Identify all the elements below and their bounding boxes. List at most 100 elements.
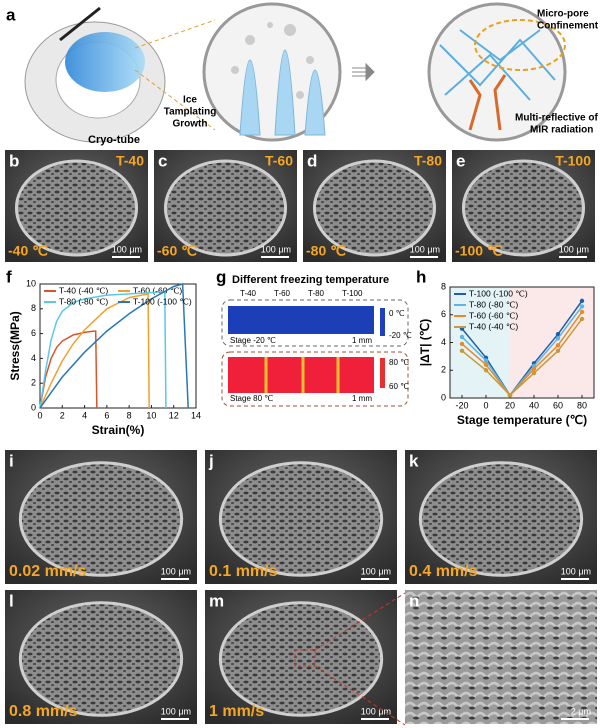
point: [507, 393, 513, 398]
panel-label: k: [409, 451, 419, 470]
sem-cross-section: [18, 461, 184, 577]
schematic-label: Confinement: [537, 21, 599, 32]
x-tick-label: 80: [577, 400, 587, 410]
y-tick-label: 8: [441, 281, 446, 291]
x-tick-label: 0: [483, 400, 488, 410]
point: [459, 341, 465, 347]
sample-label: T-60: [274, 289, 291, 298]
thermal-image: [228, 306, 374, 334]
series-line: [461, 300, 583, 397]
panel-label: i: [9, 451, 14, 470]
point: [579, 316, 585, 322]
y-tick-label: 4: [31, 353, 36, 363]
scale-label: 100 μm: [161, 706, 191, 716]
series-line: [39, 293, 150, 409]
schematic-label: MIR radiation: [530, 125, 593, 136]
thermal-label: Stage 80 ℃: [230, 394, 273, 403]
series-line: [39, 290, 167, 409]
sem-cross-section: [461, 159, 586, 257]
panel-label: c: [158, 151, 167, 170]
point: [555, 336, 561, 341]
scale-label: 100 μm: [261, 244, 291, 254]
point: [483, 362, 489, 367]
y-tick-label: 10: [26, 278, 36, 288]
scale-label: 100 μm: [361, 706, 391, 716]
thermal-image: [228, 357, 374, 393]
sample-label: T-100: [342, 289, 363, 298]
zoom-box: [294, 649, 316, 667]
schematic-label: Micro-pore: [537, 9, 589, 20]
thermal-label: 80 ℃: [389, 358, 409, 367]
scale-label: 2 μm: [571, 706, 591, 716]
thermal-label: 1 mm: [352, 394, 372, 403]
panel-label: m: [209, 591, 224, 610]
panel-label: a: [6, 5, 16, 24]
schematic-label: Multi-reflective of: [515, 113, 598, 124]
speed-label: 0.8 mm/s: [9, 703, 78, 720]
sample-label: T-100: [555, 153, 591, 169]
legend-label: T-40 (-40 ℃): [469, 321, 518, 331]
series-line: [39, 330, 98, 409]
x-tick-label: 2: [60, 410, 65, 420]
series-line: [461, 318, 583, 397]
schematic-label: Cryo-tube: [88, 134, 140, 146]
series-line: [461, 311, 583, 397]
x-tick-label: -20: [455, 400, 468, 410]
y-axis-label: |ΔT| (℃): [418, 319, 432, 366]
y-tick-label: 0: [31, 402, 36, 412]
thermal-label: Stage -20 ℃: [230, 336, 276, 345]
y-tick-label: 6: [441, 309, 446, 319]
x-tick-label: 12: [169, 410, 179, 420]
point: [555, 343, 561, 348]
scale-label: 100 μm: [161, 566, 191, 576]
thermal-label: 0 ℃: [389, 309, 405, 318]
schematic: [24, 2, 567, 143]
sample-label: T-40: [240, 289, 257, 298]
sem-cross-section: [163, 159, 288, 257]
plot-frame: [39, 283, 197, 409]
frame: [221, 299, 409, 347]
schematic-label: Tamplating: [164, 107, 217, 118]
panel-label: j: [208, 451, 214, 470]
sem-cross-section: [218, 461, 384, 577]
x-tick-label: 20: [505, 400, 515, 410]
legend-label: T-60 (-60 ℃): [133, 285, 182, 295]
point: [531, 370, 537, 376]
panel-label: g: [216, 267, 226, 286]
sample-label: T-40: [116, 153, 144, 169]
x-tick-label: 8: [127, 410, 132, 420]
sample-label: T-60: [265, 153, 293, 169]
sem-cross-section: [418, 461, 584, 577]
panel-label: b: [9, 151, 19, 170]
point: [579, 304, 585, 309]
temperature-label: -40 ℃: [8, 243, 48, 259]
sem-cross-section: [18, 601, 184, 717]
colorbar: [380, 308, 385, 336]
sem-cross-section: [14, 159, 139, 257]
y-tick-label: 8: [31, 303, 36, 313]
legend-label: T-40 (-40 ℃): [59, 285, 108, 295]
point: [579, 309, 585, 315]
point: [459, 348, 465, 354]
y-tick-label: 2: [31, 378, 36, 388]
x-axis-label: Stage temperature (℃): [457, 413, 587, 427]
point: [531, 366, 537, 372]
x-tick-label: 0: [37, 410, 42, 420]
colorbar: [380, 358, 385, 388]
point: [555, 331, 561, 337]
legend-label: T-80 (-80 ℃): [59, 296, 108, 306]
scale-label: 100 μm: [410, 244, 440, 254]
sample-label: T-80: [308, 289, 325, 298]
panel-label: d: [307, 151, 317, 170]
speed-label: 0.02 mm/s: [9, 563, 86, 580]
panel-label: f: [6, 267, 12, 286]
legend-label: T-100 (-100 ℃): [469, 288, 528, 298]
temperature-label: -80 ℃: [306, 243, 346, 259]
schematic-label: Growth: [173, 119, 208, 130]
panel-label: n: [409, 591, 419, 610]
x-tick-label: 40: [529, 400, 539, 410]
y-tick-label: 4: [441, 337, 446, 347]
point: [459, 334, 465, 340]
panel-label: l: [9, 591, 14, 610]
